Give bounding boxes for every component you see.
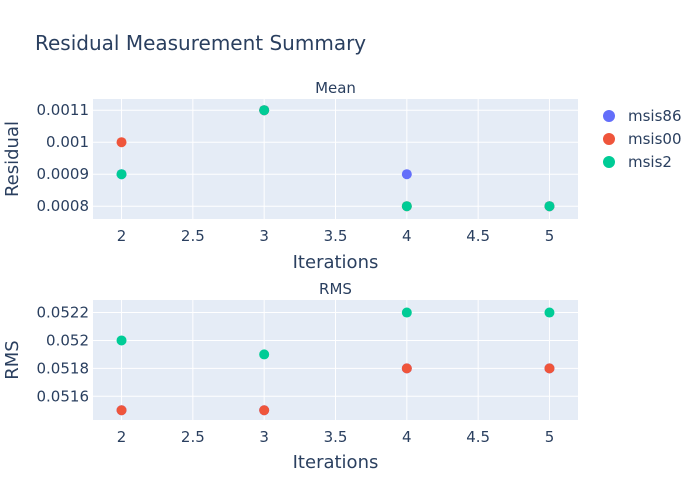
x-tick-label: 3 xyxy=(259,227,269,245)
y-tick-label: 0.0008 xyxy=(37,197,90,215)
x-tick-label: 3 xyxy=(259,428,269,446)
data-point-msis00[interactable] xyxy=(259,405,270,416)
y-tick-label: 0.0518 xyxy=(37,359,90,377)
x-tick-label: 3.5 xyxy=(324,428,348,446)
x-tick-label: 4 xyxy=(402,428,412,446)
subplot-mean: 2 2.5 3 3.5 4 4.5 5 0.0008 0.0009 0.001 0.0011 Mean… xyxy=(2,79,578,273)
legend-marker xyxy=(603,110,615,122)
legend-label: msis86 xyxy=(628,107,682,125)
x-tick-label: 4.5 xyxy=(466,428,490,446)
x-tick-label: 2.5 xyxy=(181,227,205,245)
legend-marker xyxy=(603,133,615,145)
data-point-msis2[interactable] xyxy=(259,349,270,360)
data-point-msis2[interactable] xyxy=(259,105,270,116)
x-tick-label: 2.5 xyxy=(181,428,205,446)
data-point-msis00[interactable] xyxy=(544,363,555,374)
data-point-msis00[interactable] xyxy=(116,137,127,148)
series-msis00 xyxy=(116,363,555,416)
x-tick-label: 2 xyxy=(117,428,127,446)
x-tick-label: 4.5 xyxy=(466,227,490,245)
data-point-msis2[interactable] xyxy=(116,169,127,180)
chart-title: Residual Measurement Summary xyxy=(35,31,366,55)
x-tick-label: 5 xyxy=(545,428,555,446)
data-point-msis2[interactable] xyxy=(544,201,555,212)
y-tick-label: 0.052 xyxy=(46,331,89,349)
y-tick-label: 0.0522 xyxy=(37,304,90,322)
data-point-msis00[interactable] xyxy=(116,405,127,416)
subplot-title: Mean xyxy=(315,79,356,97)
series-msis2 xyxy=(116,105,555,212)
legend-item-msis00[interactable]: msis00 xyxy=(603,130,682,148)
x-axis-label: Iterations xyxy=(293,452,379,473)
subplots: 2 2.5 3 3.5 4 4.5 5 0.0008 0.0009 0.001 0.0011 Mean… xyxy=(2,79,578,473)
data-point-msis2[interactable] xyxy=(401,201,412,212)
legend-item-msis2[interactable]: msis2 xyxy=(603,153,672,171)
data-point-msis2[interactable] xyxy=(116,335,127,346)
y-axis-label: RMS xyxy=(2,340,23,379)
legend-label: msis2 xyxy=(628,153,672,171)
data-point-msis86[interactable] xyxy=(401,169,412,180)
legend-item-msis86[interactable]: msis86 xyxy=(603,107,682,125)
x-tick-label: 5 xyxy=(545,227,555,245)
y-axis-label: Residual xyxy=(2,121,23,197)
subplot-title: RMS xyxy=(319,280,352,298)
x-tick-label: 3.5 xyxy=(324,227,348,245)
y-tick-label: 0.0009 xyxy=(37,165,90,183)
legend-marker xyxy=(603,156,615,168)
y-tick-label: 0.0011 xyxy=(37,101,90,119)
y-tick-label: 0.001 xyxy=(46,133,89,151)
data-point-msis00[interactable] xyxy=(401,363,412,374)
legend-label: msis00 xyxy=(628,130,682,148)
data-point-msis2[interactable] xyxy=(401,307,412,318)
y-tick-label: 0.0516 xyxy=(37,387,90,405)
x-axis-label: Iterations xyxy=(293,252,379,273)
data-point-msis2[interactable] xyxy=(544,307,555,318)
x-tick-label: 2 xyxy=(117,227,127,245)
subplot-rms: 2 2.5 3 3.5 4 4.5 5 0.0516 0.0518 0.052 0.0522 RMS I… xyxy=(2,280,578,473)
x-tick-label: 4 xyxy=(402,227,412,245)
series-msis2 xyxy=(116,307,555,360)
legend[interactable]: msis86 msis00 msis2 xyxy=(603,107,682,171)
